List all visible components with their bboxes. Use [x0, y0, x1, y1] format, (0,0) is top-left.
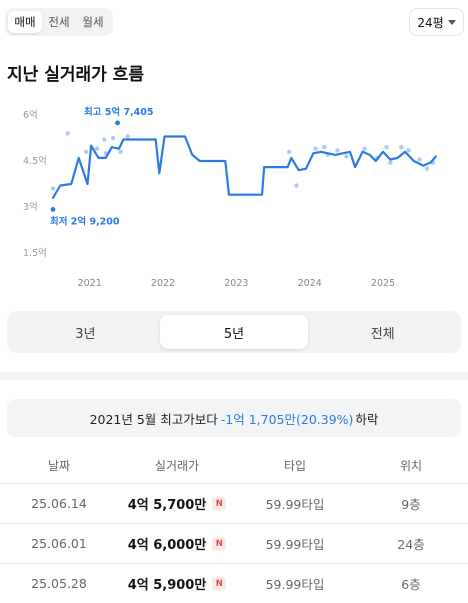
row-price: 4억 5,700만 N — [118, 494, 236, 513]
summary-prefix: 2021년 5월 최고가보다 — [89, 411, 218, 427]
data-point — [50, 186, 56, 191]
top-bar: 매매 전세 월세 24평 — [0, 0, 468, 44]
data-point — [399, 145, 404, 150]
data-point — [322, 145, 327, 150]
row-floor: 24층 — [397, 537, 425, 552]
data-point — [335, 148, 340, 153]
trade-type-tabs: 매매 전세 월세 — [5, 8, 113, 36]
table-row[interactable]: 25.05.28 4억 5,900만 N 59.99타입 6층 — [0, 564, 468, 603]
row-price: 4억 6,000만 N — [118, 534, 236, 553]
y-tick-label: 6억 — [23, 109, 38, 121]
table-header: 날짜 실거래가 타입 위치 — [0, 448, 468, 484]
size-select[interactable]: 24평 — [409, 8, 464, 36]
data-point — [388, 160, 393, 165]
new-badge: N — [212, 536, 227, 551]
data-point — [384, 145, 389, 150]
row-price-value: 4억 5,700만 — [127, 498, 207, 513]
size-select-value: 24평 — [417, 15, 444, 30]
tab-all[interactable]: 전체 — [370, 326, 395, 342]
header-type: 타입 — [283, 459, 307, 473]
section-divider — [0, 372, 468, 380]
row-date: 25.05.28 — [31, 576, 87, 591]
price-chart-svg: 6억 4.5억 3억 1.5억 2021 2022 2023 2024 2025 최고 5억 7,… — [23, 106, 437, 289]
row-date: 25.06.14 — [31, 496, 87, 511]
data-point — [94, 146, 100, 151]
table-row[interactable]: 25.06.01 4억 6,000만 N 59.99타입 24층 — [0, 524, 468, 564]
min-label: 최저 2억 9,200 — [50, 215, 120, 227]
price-change-summary: 2021년 5월 최고가보다 -1억 1,705만(20.39%) 하락 — [7, 399, 461, 437]
data-point — [118, 149, 123, 154]
new-badge: N — [212, 496, 227, 511]
header-date: 날짜 — [47, 459, 71, 473]
new-badge: N — [212, 576, 227, 591]
min-point — [50, 207, 56, 212]
data-point — [65, 131, 70, 136]
max-label: 최고 5억 7,405 — [84, 106, 154, 118]
y-tick-label: 3억 — [23, 201, 38, 213]
y-tick-label: 1.5억 — [23, 247, 47, 259]
x-tick-label: 2021 — [78, 278, 102, 289]
max-point — [115, 120, 120, 126]
caret-down-icon — [447, 19, 456, 25]
data-point — [313, 146, 318, 151]
row-type: 59.99타입 — [265, 537, 325, 552]
table-row[interactable]: 25.06.14 4억 5,700만 N 59.99타입 9층 — [0, 484, 468, 524]
price-chart: 6억 4.5억 3억 1.5억 2021 2022 2023 2024 2025 최고 5억 7,… — [0, 96, 468, 296]
data-point — [424, 166, 430, 171]
row-type: 59.99타입 — [265, 577, 325, 592]
data-point — [406, 148, 411, 153]
summary-suffix: 하락 — [355, 411, 379, 427]
header-floor: 위치 — [399, 459, 423, 473]
period-tabs: 3년 5년 전체 — [7, 311, 461, 353]
row-price-value: 4억 6,000만 — [127, 538, 207, 553]
price-line — [51, 135, 437, 199]
data-point — [294, 183, 299, 188]
x-tick-label: 2025 — [371, 278, 395, 289]
data-point — [417, 157, 422, 162]
data-point — [83, 149, 89, 154]
section-title: 지난 실거래가 흐름 — [7, 65, 144, 85]
tab-monthly-rent[interactable]: 월세 — [82, 15, 104, 29]
row-type: 59.99타입 — [265, 497, 325, 512]
tab-sale[interactable]: 매매 — [8, 11, 42, 33]
row-floor: 6층 — [401, 577, 421, 592]
data-point — [102, 137, 107, 142]
row-floor: 9층 — [401, 497, 421, 512]
row-price: 4억 5,900만 N — [118, 574, 236, 593]
tab-5-years[interactable]: 5년 — [159, 315, 309, 349]
row-price-value: 4억 5,900만 — [127, 578, 207, 593]
tab-3-years[interactable]: 3년 — [75, 326, 96, 342]
data-point — [110, 135, 116, 141]
data-point — [125, 134, 130, 139]
summary-change: -1억 1,705만(20.39%) — [220, 411, 354, 427]
data-point — [362, 146, 367, 151]
x-tick-label: 2024 — [298, 278, 322, 289]
data-point — [344, 154, 349, 159]
data-point — [286, 149, 292, 154]
x-tick-label: 2022 — [151, 278, 175, 289]
row-date: 25.06.01 — [31, 536, 87, 551]
x-tick-label: 2023 — [224, 278, 248, 289]
y-tick-label: 4.5억 — [23, 155, 47, 167]
transactions-table: 날짜 실거래가 타입 위치 25.06.14 4억 5,700만 N 59.99… — [0, 448, 468, 603]
tab-jeonse[interactable]: 전세 — [48, 15, 70, 29]
header-price: 실거래가 — [154, 459, 200, 473]
